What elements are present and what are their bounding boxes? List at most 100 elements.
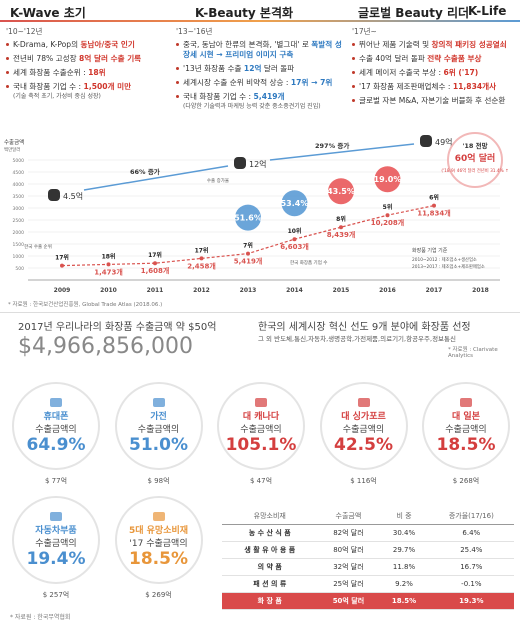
legend-title: 화장품 기업 기준 xyxy=(412,247,448,254)
table-cell: 18.5% xyxy=(379,592,429,610)
table-wrap: 유망소비재 수출금액 비 중 증가율(17/16) 농 수 산 식 품 82억 달러 30.… xyxy=(222,508,514,610)
card-amount: $ 47억 xyxy=(249,477,273,485)
stat-circle: 5대 유망소비재 '17 수출금액의 18.5% xyxy=(114,496,203,584)
company-label: 5,419개 xyxy=(234,257,263,266)
icon xyxy=(152,397,165,407)
table-cell: 50억 달러 xyxy=(317,592,380,610)
company-caption: 한국 화장품 기업 수 xyxy=(290,259,327,266)
card-label: 대 싱가포르 xyxy=(341,411,386,422)
table-row: 농 수 산 식 품 82억 달러 30.4% 6.4% xyxy=(222,524,514,542)
y-tick-label: 2000 xyxy=(13,230,25,236)
card-amount: $ 268억 xyxy=(452,477,480,485)
table-cell: 82억 달러 xyxy=(317,524,380,542)
table-cell: -0.1% xyxy=(428,575,514,593)
growth-bubble xyxy=(328,178,354,205)
phase-item: 국내 화장품 기업 수 : 5,419개 (다양한 기술력과 마케팅 능력 갖춘 … xyxy=(176,92,346,112)
stat-circle: 가전 수출금액의 51.0% xyxy=(114,382,203,470)
source: * 자료원 : Clarivate Analytics xyxy=(448,347,498,359)
growth-label: 51.6% xyxy=(234,214,262,223)
divider xyxy=(0,312,520,313)
table-cell: 16.7% xyxy=(428,558,514,576)
table-cell: 25.4% xyxy=(428,541,514,559)
rank-label: 17위 xyxy=(195,246,209,254)
card-amount: $ 116억 xyxy=(350,477,377,485)
x-tick-label: 2018 xyxy=(472,287,489,294)
source: * 자료원 : 한국무역협회 xyxy=(10,614,71,621)
data-point xyxy=(246,251,250,256)
x-tick-label: 2009 xyxy=(54,287,71,294)
rank-label: 17위 xyxy=(55,254,69,262)
card-sub: 수출금액의 xyxy=(445,424,487,435)
table-cell: 농 수 산 식 품 xyxy=(222,524,318,542)
phase-column: '10~'12년 K-Drama, K-Pop의 동남아/중국 인기 전년비 78%… xyxy=(6,26,171,106)
growth-label: 43.5% xyxy=(327,187,355,196)
export-label: 49억 xyxy=(435,137,453,147)
item-text: 18위 xyxy=(88,68,106,77)
card-value: 42.5% xyxy=(334,434,393,455)
header-cell: 증가율(17/16) xyxy=(428,508,514,525)
stat-circle: 자동차부품 수출금액의 19.4% xyxy=(12,496,100,584)
growth-caption: 수출 증가율 xyxy=(207,177,229,184)
summary-amount: $4,966,856,000 xyxy=(18,334,193,359)
phase-item: '17 화장품 제조판매업체수 : 11,834개사 xyxy=(352,82,520,92)
item-text: 세계 메이저 수출국 부상 : xyxy=(359,68,444,77)
phase-header: K-Life xyxy=(468,4,507,18)
item-text: '13년 화장품 수출 xyxy=(183,64,244,73)
money-bag xyxy=(48,189,60,201)
company-label: 1,608개 xyxy=(141,266,170,275)
x-tick-label: 2016 xyxy=(379,287,396,294)
company-label: 11,834개 xyxy=(417,209,450,218)
phase-column: '13~'16년 중국, 동남아 한류의 본격화, '별그대' 로 폭발적 성장세… xyxy=(176,26,346,116)
data-point xyxy=(339,225,343,230)
stat-card: 대 캐나다 수출금액의 105.1% $ 47억 xyxy=(213,382,309,486)
export-label: 4.5억 xyxy=(63,191,83,201)
icon xyxy=(50,511,62,521)
growth-bubble xyxy=(281,190,308,217)
card-value: 18.5% xyxy=(436,434,496,455)
table-cell: 19.3% xyxy=(428,592,514,610)
money-bag xyxy=(420,135,432,147)
growth-label: 19.0% xyxy=(374,175,402,184)
stat-card: 대 싱가포르 수출금액의 42.5% $ 116억 xyxy=(316,382,412,486)
icon xyxy=(460,397,472,407)
stat-circle: 대 싱가포르 수출금액의 42.5% xyxy=(319,382,408,470)
item-text: 11,834개사 xyxy=(452,82,497,91)
y-axis-unit: 백만달러 xyxy=(4,146,21,153)
table-cell: 6.4% xyxy=(428,524,514,542)
header-cell: 비 중 xyxy=(379,508,429,525)
phase-item: 뛰어난 제품 기술력 및 창의적 패키징 성공열쇠 xyxy=(352,40,520,50)
header-cell: 유망소비재 xyxy=(222,508,318,525)
y-tick-label: 500 xyxy=(15,266,24,272)
card-label: 대 일본 xyxy=(452,411,480,422)
card-label: 대 캐나다 xyxy=(242,411,280,422)
y-axis-label: 수출금액 xyxy=(4,138,24,146)
table-cell: 11.8% xyxy=(379,558,429,576)
item-text: 중국, 동남아 한류의 본격화, '별그대' 로 xyxy=(183,40,312,49)
item-text: 5,419개 xyxy=(253,92,285,101)
data-point xyxy=(60,263,64,268)
growth-bubble xyxy=(235,204,261,231)
rank-label: 10위 xyxy=(288,227,302,235)
legend-line: 2010~2012 : 제조업소+생산업소 xyxy=(412,256,477,263)
company-label: 2,458개 xyxy=(187,261,216,270)
table-cell: 의 약 품 xyxy=(222,558,318,576)
data-point xyxy=(153,261,157,266)
data-point xyxy=(432,203,436,208)
phase-header: K-Beauty 본격화 xyxy=(195,6,294,20)
growth-bubble xyxy=(374,166,401,193)
icon xyxy=(357,397,370,407)
source: * 자료원 : 한국보건산업진흥원, Global Trade Atlas (2… xyxy=(8,300,162,308)
data-point xyxy=(385,213,390,218)
stat-circle: 대 캐나다 수출금액의 105.1% xyxy=(217,382,305,470)
phase-item: 국내 화장품 기업 수 : 1,500개 미만 (기술 축적 초기, 가성비 중심… xyxy=(6,82,171,102)
phase-item: 세계 메이저 수출국 부상 : 6위 ('17) xyxy=(352,68,520,78)
rank-caption: 한국 수출 순위 xyxy=(24,243,52,250)
x-tick-label: 2010 xyxy=(100,287,117,294)
y-tick-label: 3500 xyxy=(13,194,25,200)
y-tick-label: 2500 xyxy=(13,218,25,224)
y-tick-label: 1500 xyxy=(13,242,25,248)
card-sub: 수출금액의 xyxy=(240,424,282,435)
table-row: 패 션 의 류 25억 달러 9.2% -0.1% xyxy=(222,575,514,593)
forecast-value: 60억 달러 xyxy=(455,152,496,164)
